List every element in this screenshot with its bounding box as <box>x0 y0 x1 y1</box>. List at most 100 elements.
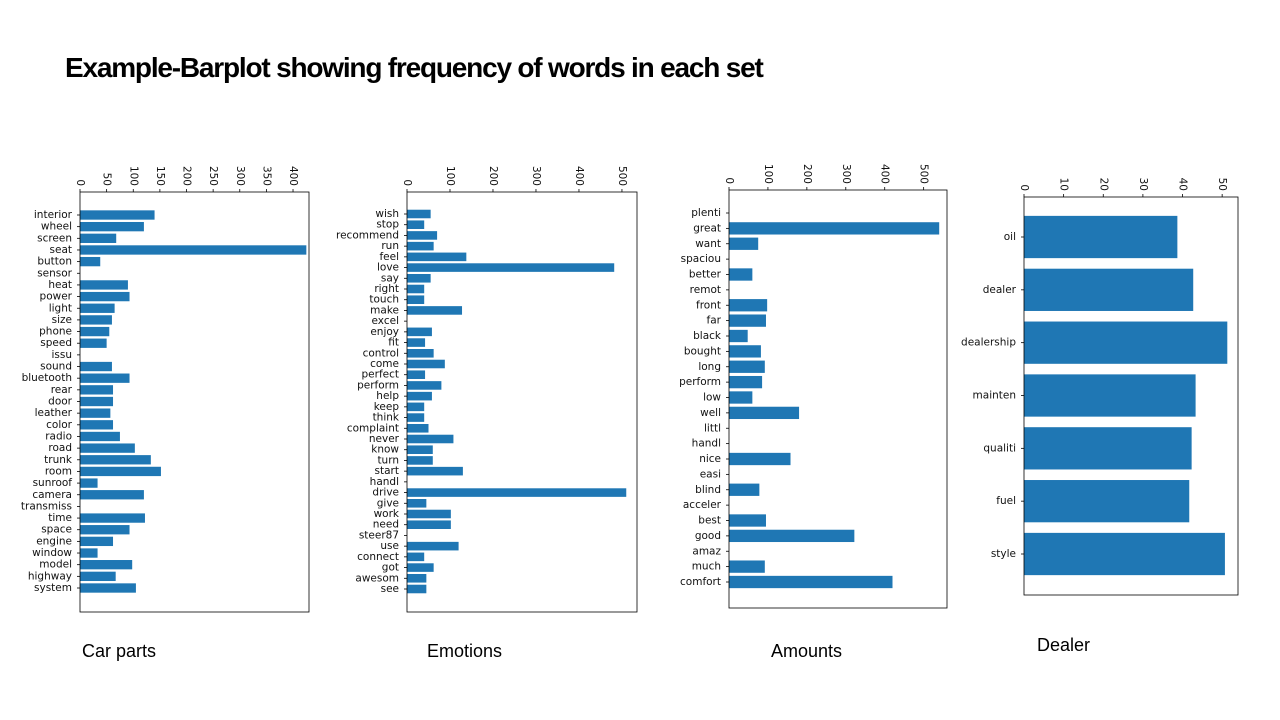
plot-frame-car-parts <box>79 191 310 613</box>
x-label-amounts-500: 500 <box>918 164 930 184</box>
y-label-car-parts-camera: camera <box>32 489 72 501</box>
x-label-emotions-500: 500 <box>616 166 628 186</box>
bar-emotions-help <box>407 391 432 401</box>
y-label-emotions-recommend: recommend <box>336 229 399 241</box>
bar-car-parts-trunk <box>80 455 151 465</box>
x-label-emotions-0: 0 <box>401 179 413 186</box>
x-label-dealer-30: 30 <box>1137 178 1149 191</box>
y-label-amounts-nice: nice <box>699 453 721 465</box>
bar-car-parts-camera <box>80 490 144 500</box>
y-label-emotions-give: give <box>377 497 399 509</box>
bar-emotions-know <box>407 445 433 454</box>
y-label-car-parts-model: model <box>39 559 72 571</box>
y-label-emotions-say: say <box>381 272 399 284</box>
y-label-amounts-best: best <box>698 515 721 527</box>
caption-emotions: Emotions <box>427 641 503 661</box>
caption-amounts: Amounts <box>771 641 843 661</box>
plot-frame-emotions <box>406 191 638 613</box>
y-label-amounts-blind: blind <box>695 484 721 496</box>
y-label-dealer-style: style <box>991 548 1016 560</box>
y-label-amounts-remot: remot <box>690 284 721 296</box>
y-label-amounts-comfort: comfort <box>680 576 721 588</box>
bar-amounts-black <box>729 329 748 343</box>
bar-amounts-perform <box>729 375 763 389</box>
plot-frame-dealer <box>1023 196 1239 596</box>
y-label-car-parts-door: door <box>48 396 73 408</box>
bar-emotions-turn <box>407 456 433 465</box>
bar-emotions-perfect <box>407 370 426 379</box>
bar-car-parts-leather <box>80 408 111 418</box>
y-label-car-parts-radio: radio <box>45 430 72 442</box>
y-label-car-parts-size: size <box>52 314 72 326</box>
y-label-car-parts-space: space <box>41 524 72 536</box>
bar-amounts-best <box>729 514 766 527</box>
y-label-emotions-feel: feel <box>379 251 399 263</box>
bar-emotions-feel <box>407 252 467 262</box>
bar-emotions-wish <box>407 209 431 219</box>
bar-amounts-long <box>729 360 765 373</box>
bar-emotions-need <box>407 520 451 529</box>
y-label-emotions-right: right <box>374 283 399 295</box>
x-label-car-parts-250: 250 <box>207 166 219 186</box>
y-label-amounts-far: far <box>707 315 722 327</box>
bar-car-parts-window <box>80 548 98 558</box>
y-label-emotions-steer87: steer87 <box>359 529 399 541</box>
x-label-amounts-200: 200 <box>801 164 813 184</box>
y-label-amounts-long: long <box>698 361 721 373</box>
plot-frame-amounts <box>728 189 948 609</box>
x-label-amounts-300: 300 <box>840 164 852 184</box>
bar-dealer-qualiti <box>1024 427 1192 470</box>
bar-car-parts-interior <box>80 210 155 220</box>
bar-amounts-front <box>729 299 768 312</box>
y-label-amounts-spaciou: spaciou <box>681 253 721 265</box>
y-label-car-parts-color: color <box>46 419 73 431</box>
bar-car-parts-screen <box>80 233 117 243</box>
bar-emotions-think <box>407 413 425 422</box>
bar-car-parts-bluetooth <box>80 373 130 383</box>
bar-emotions-never <box>407 434 454 444</box>
y-label-emotions-control: control <box>363 347 399 359</box>
y-label-car-parts-phone: phone <box>39 326 72 338</box>
bar-amounts-want <box>729 237 759 250</box>
x-label-amounts-0: 0 <box>723 177 735 184</box>
x-label-car-parts-100: 100 <box>127 166 139 186</box>
x-label-dealer-0: 0 <box>1018 184 1030 191</box>
y-label-car-parts-interior: interior <box>34 209 73 221</box>
bar-amounts-bought <box>729 345 761 358</box>
bar-emotions-see <box>407 584 427 594</box>
bar-car-parts-sound <box>80 361 112 372</box>
bar-emotions-drive <box>407 488 627 497</box>
y-label-emotions-make: make <box>370 304 399 316</box>
x-label-car-parts-150: 150 <box>154 166 166 186</box>
x-label-car-parts-0: 0 <box>74 179 86 186</box>
y-label-dealer-oil: oil <box>1004 231 1016 243</box>
bar-emotions-say <box>407 274 431 283</box>
y-label-emotions-start: start <box>375 465 399 477</box>
bar-car-parts-highway <box>80 571 116 582</box>
y-label-emotions-awesom: awesom <box>355 572 399 584</box>
y-label-amounts-black: black <box>693 330 722 342</box>
bar-car-parts-engine <box>80 536 114 547</box>
bar-car-parts-button <box>80 256 101 267</box>
y-label-emotions-touch: touch <box>369 294 399 306</box>
x-label-dealer-20: 20 <box>1097 178 1109 191</box>
x-label-dealer-50: 50 <box>1216 178 1228 191</box>
y-label-car-parts-sensor: sensor <box>37 267 72 279</box>
y-label-car-parts-seat: seat <box>50 244 72 256</box>
bar-dealer-style <box>1024 532 1225 576</box>
y-label-car-parts-engine: engine <box>36 535 72 547</box>
x-label-emotions-400: 400 <box>573 166 585 186</box>
y-label-amounts-acceler: acceler <box>683 499 722 511</box>
bar-car-parts-sunroof <box>80 478 98 488</box>
y-label-emotions-use: use <box>380 540 399 552</box>
y-label-amounts-littl: littl <box>704 422 721 434</box>
y-label-car-parts-leather: leather <box>35 407 73 419</box>
y-label-emotions-drive: drive <box>372 487 399 499</box>
y-label-emotions-know: know <box>371 444 399 456</box>
y-label-emotions-handl: handl <box>370 476 399 488</box>
y-label-dealer-fuel: fuel <box>996 495 1016 507</box>
bar-amounts-better <box>729 268 753 281</box>
